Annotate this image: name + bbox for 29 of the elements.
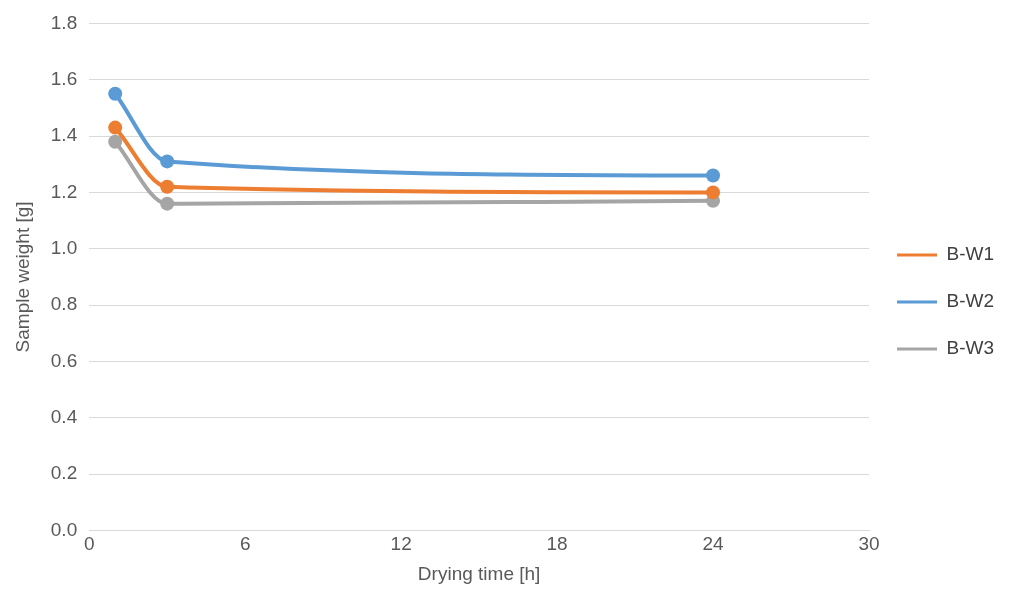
point [160, 179, 175, 194]
y-axis-title: Sample weight [g] [11, 201, 33, 353]
y-tick-label: 1.6 [50, 67, 78, 89]
legend-label: B-W2 [946, 290, 994, 312]
x-tick-label: 6 [239, 533, 251, 555]
x-tick-label: 24 [702, 533, 725, 555]
point [160, 196, 175, 211]
y-tick-label: 1.0 [50, 236, 78, 258]
point [108, 86, 123, 101]
y-tick-label: 0.6 [50, 349, 78, 371]
y-tick-label: 0.8 [50, 293, 78, 315]
y-tick-label: 1.2 [50, 180, 78, 202]
legend-label: B-W1 [946, 243, 994, 265]
y-tick-label: 1.4 [50, 124, 78, 146]
x-tick-label: 0 [83, 533, 95, 555]
x-axis-title: Drying time [h] [417, 562, 541, 584]
y-tick-label: 0.4 [50, 405, 78, 427]
legend-label: B-W3 [946, 337, 994, 359]
y-tick-label: 1.8 [50, 11, 78, 33]
y-tick-label: 0.0 [50, 518, 78, 540]
x-tick-label: 30 [858, 533, 880, 555]
point [160, 154, 175, 169]
y-tick-label: 0.2 [50, 462, 78, 484]
point [108, 120, 123, 135]
x-tick-label: 18 [546, 533, 568, 555]
point [706, 168, 721, 183]
point [108, 134, 123, 149]
point [706, 185, 721, 200]
x-tick-label: 12 [390, 533, 412, 555]
